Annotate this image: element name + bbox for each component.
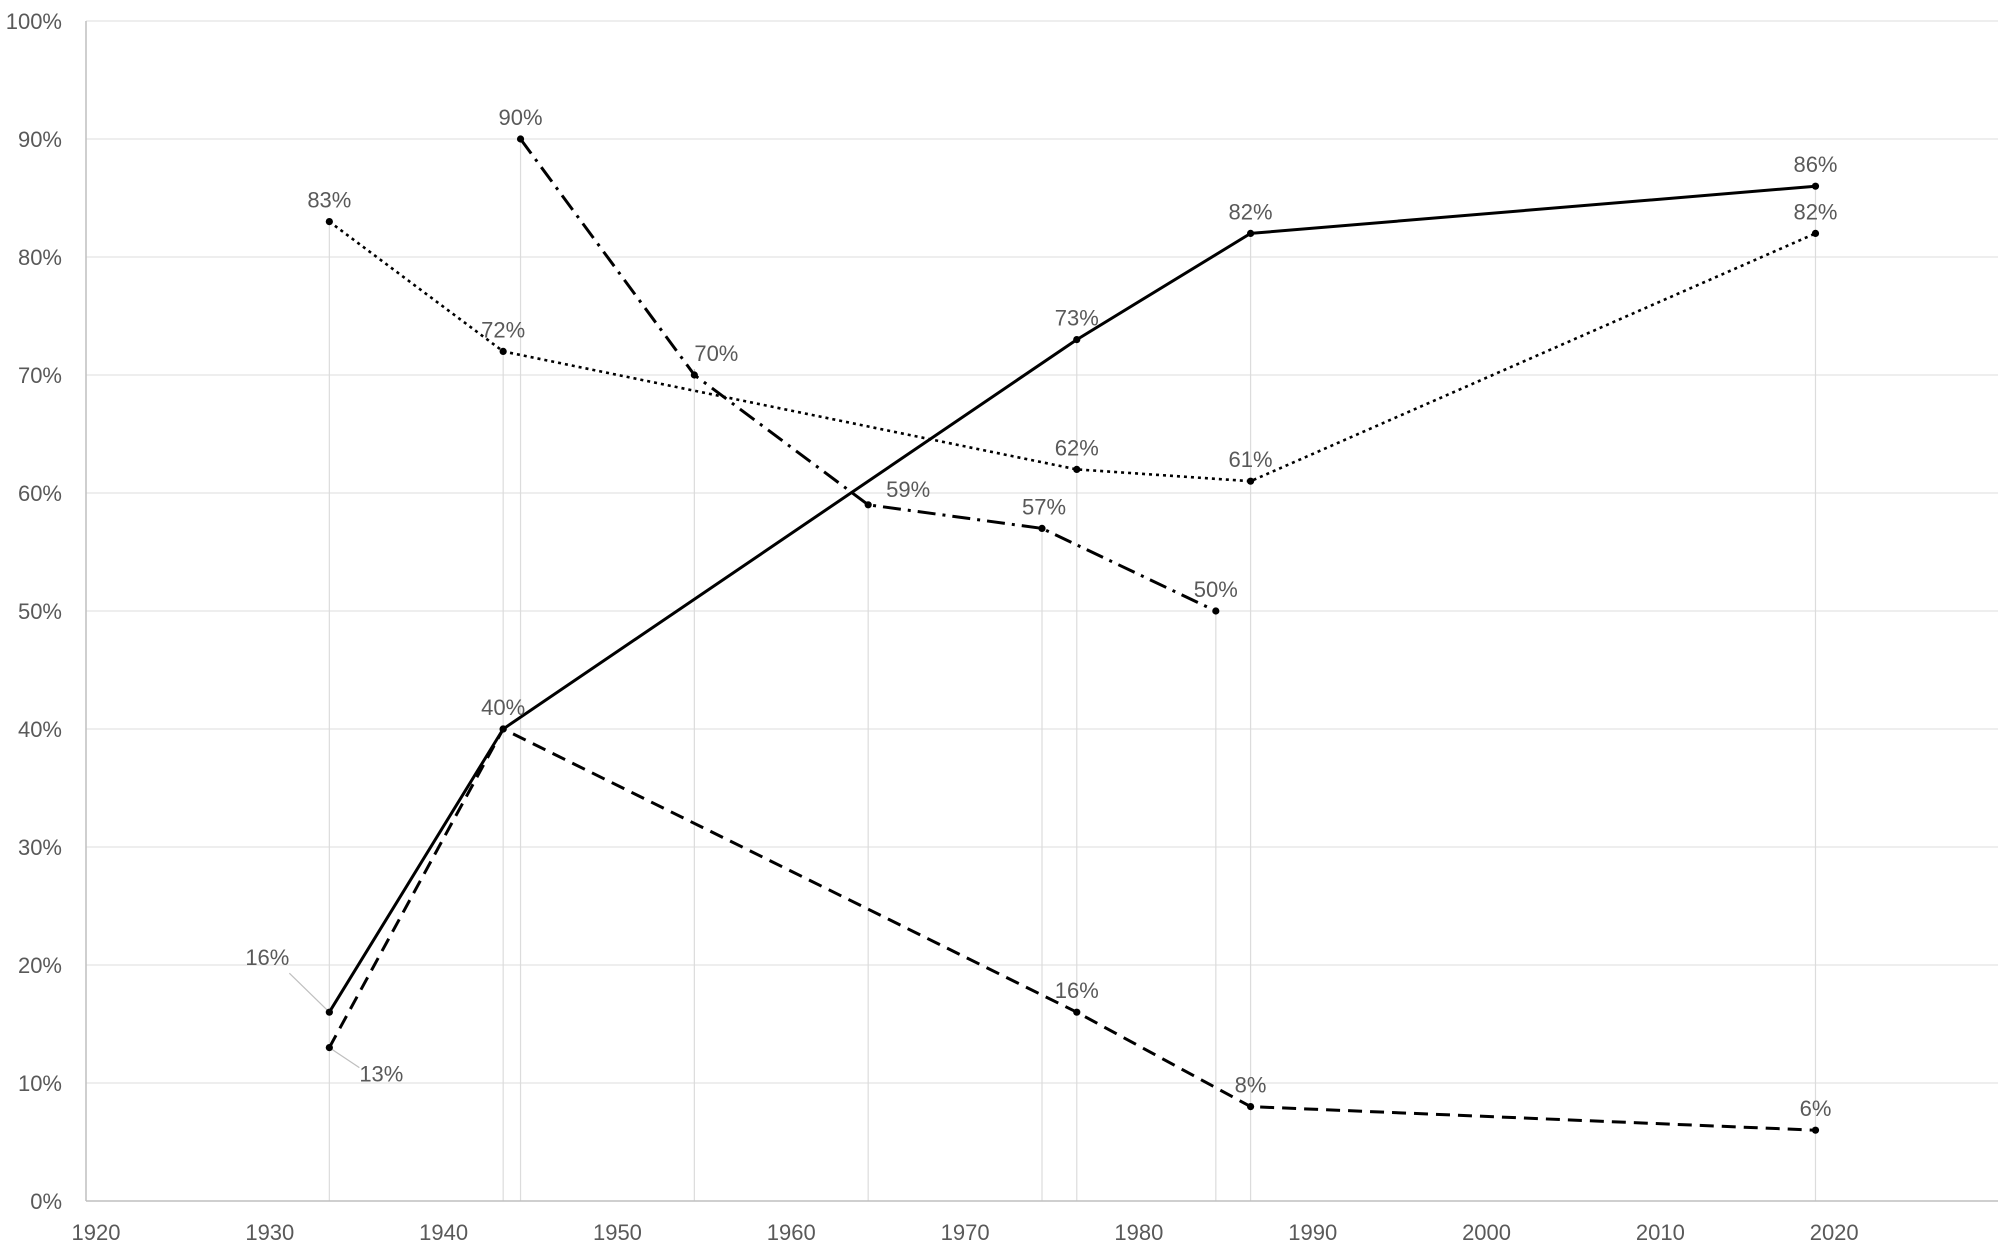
- data-point: [1073, 1008, 1081, 1016]
- data-label: 83%: [307, 188, 351, 213]
- y-tick-label: 30%: [18, 835, 62, 860]
- x-tick-label: 1940: [419, 1220, 468, 1245]
- axes: [85, 21, 1998, 1202]
- data-label: 6%: [1800, 1096, 1832, 1121]
- y-tick-label: 70%: [18, 363, 62, 388]
- x-tick-label: 1960: [767, 1220, 816, 1245]
- data-label: 8%: [1235, 1073, 1267, 1098]
- data-point: [1246, 229, 1255, 237]
- data-point: [1212, 607, 1220, 615]
- x-tick-label: 1980: [1114, 1220, 1163, 1245]
- data-label: 90%: [499, 105, 543, 130]
- y-tick-label: 80%: [18, 245, 62, 270]
- x-tick-label: 2010: [1636, 1220, 1685, 1245]
- data-label: 13%: [359, 1062, 403, 1087]
- data-point: [1038, 524, 1046, 533]
- x-tick-label: 1950: [593, 1220, 642, 1245]
- y-tick-label: 60%: [18, 481, 62, 506]
- data-point: [1811, 182, 1820, 190]
- data-point: [1073, 465, 1081, 473]
- data-label: 59%: [886, 477, 930, 502]
- series-line-dashed: [327, 727, 1816, 1132]
- label-leader-line: [329, 1047, 360, 1069]
- tick-labels: 0% 10% 20% 30% 40% 50% 60% 70% 80% 90% 100% 1920 193…: [6, 9, 1859, 1245]
- y-tick-label: 90%: [18, 127, 62, 152]
- data-point: [1811, 229, 1820, 237]
- data-label: 61%: [1229, 447, 1273, 472]
- x-tick-label: 1920: [72, 1220, 121, 1245]
- data-point: [1246, 477, 1255, 485]
- y-tick-label: 10%: [18, 1071, 62, 1096]
- data-label: 40%: [481, 695, 525, 720]
- data-label: 86%: [1793, 152, 1837, 177]
- data-labels: 16% 40% 73% 82% 86% 13% 16% 8% 6% 83% 72% 62% 61% 82%…: [245, 105, 1837, 1121]
- data-label: 16%: [1055, 978, 1099, 1003]
- series-line-dash-dot: [519, 138, 1217, 613]
- drop-lines: [328, 139, 1817, 1201]
- x-tick-label: 1970: [941, 1220, 990, 1245]
- data-points: [325, 135, 1820, 1134]
- data-point: [516, 135, 525, 143]
- label-leader-line: [288, 972, 330, 1013]
- data-point: [325, 218, 333, 226]
- data-label: 62%: [1055, 435, 1099, 460]
- data-point: [690, 371, 698, 379]
- data-point: [325, 1008, 333, 1016]
- y-tick-label: 0%: [30, 1189, 62, 1214]
- data-point: [1073, 336, 1081, 344]
- y-tick-label: 20%: [18, 953, 62, 978]
- x-tick-label: 1990: [1288, 1220, 1337, 1245]
- data-point: [325, 1044, 333, 1052]
- data-point: [499, 725, 507, 733]
- y-tick-label: 40%: [18, 717, 62, 742]
- data-label: 57%: [1022, 494, 1066, 519]
- data-label: 72%: [481, 317, 525, 342]
- y-tick-label: 50%: [18, 599, 62, 624]
- data-point: [499, 347, 507, 355]
- data-label: 82%: [1229, 199, 1273, 224]
- y-tick-label: 100%: [6, 9, 62, 34]
- data-label: 82%: [1793, 199, 1837, 224]
- data-point: [864, 501, 872, 509]
- data-label: 16%: [245, 945, 289, 970]
- data-label: 73%: [1055, 306, 1099, 331]
- data-label: 70%: [694, 341, 738, 366]
- x-tick-label: 2000: [1462, 1220, 1511, 1245]
- data-point: [1246, 1103, 1255, 1111]
- x-tick-label: 2020: [1810, 1220, 1859, 1245]
- data-point: [1811, 1126, 1820, 1134]
- x-tick-label: 1930: [245, 1220, 294, 1245]
- data-label: 50%: [1194, 577, 1238, 602]
